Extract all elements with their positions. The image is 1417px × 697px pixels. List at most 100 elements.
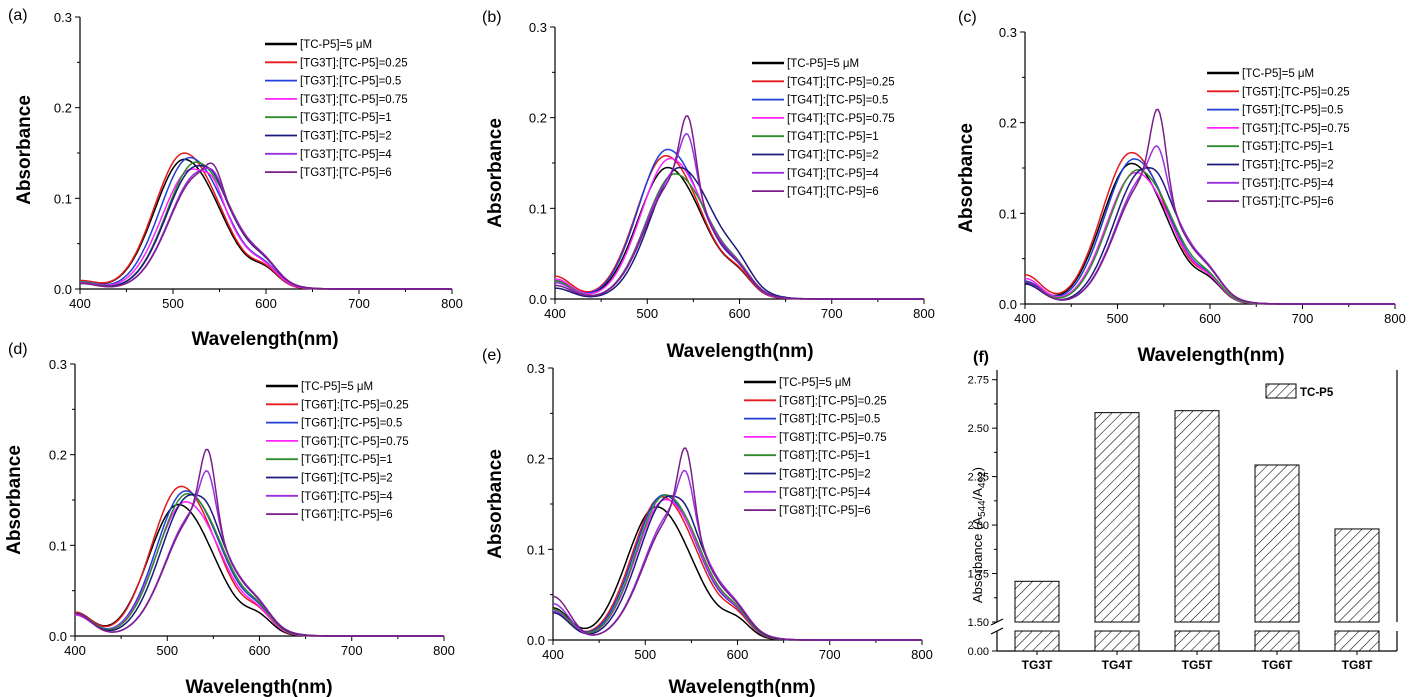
series-line-7: [80, 167, 452, 290]
bar-lower-tg8t: [1334, 630, 1380, 652]
y-tick-label: 0.1: [999, 206, 1017, 221]
y-tick-label: 0.1: [49, 538, 67, 553]
legend-entry: [TG4T]:[TC-P5]=1: [787, 131, 879, 143]
legend-swatch: [1265, 383, 1297, 399]
legend-entry: [TG8T]:[TC-P5]=2: [779, 469, 871, 481]
series-line-5: [80, 161, 452, 290]
x-tick-label: 400: [69, 296, 91, 311]
bar-tg5t: [1174, 410, 1220, 623]
legend-entry: [TC-P5]=5 μM: [1242, 68, 1314, 80]
legend-entry: [TG6T]:[TC-P5]=4: [301, 491, 393, 503]
legend-entry: [TG8T]:[TC-P5]=0.25: [779, 395, 887, 407]
y-tick-label: 2.50: [968, 423, 989, 435]
series-line-5: [1024, 169, 1395, 305]
series-line-8: [554, 115, 924, 300]
y-axis-title-subscript: 492: [977, 471, 988, 488]
bar-lower-tg6t: [1254, 630, 1300, 652]
y-tick-label: 0.0: [54, 282, 72, 297]
panel-label: (c): [958, 9, 977, 26]
y-tick-label: 0.0: [49, 629, 67, 644]
y-tick-label: 0.3: [527, 361, 545, 376]
legend-entry: [TG8T]:[TC-P5]=6: [779, 505, 871, 517]
legend-entry: [TG6T]:[TC-P5]=0.5: [301, 418, 402, 430]
category-label: TG5T: [1182, 658, 1213, 672]
legend-entry: [TG4T]:[TC-P5]=0.5: [787, 95, 888, 107]
x-tick-label: 400: [64, 643, 86, 658]
y-axis-title-subscript: 544: [977, 500, 988, 517]
legend-entry: [TG8T]:[TC-P5]=0.75: [779, 432, 887, 444]
legend: [TC-P5]=5 μM [TG3T]:[TC-P5]=0.25 [TG3T]:[T…: [265, 39, 408, 179]
y-tick-label: 0.3: [49, 357, 67, 372]
bar-tg3t: [1014, 580, 1060, 623]
y-tick-label: 0.3: [999, 25, 1017, 40]
x-tick-label: 600: [1199, 311, 1221, 326]
series-line-8: [79, 162, 452, 290]
legend-entry: [TG4T]:[TC-P5]=0.25: [787, 76, 895, 88]
y-tick-label: 0.2: [527, 452, 545, 467]
series-line-8: [74, 448, 444, 637]
legend-entry: [TG8T]:[TC-P5]=1: [779, 450, 871, 462]
legend-entry: [TG3T]:[TC-P5]=0.75: [300, 94, 408, 106]
bar-tg6t: [1254, 464, 1300, 623]
x-tick-label: 800: [911, 647, 933, 662]
x-tick-label: 800: [1384, 311, 1406, 326]
y-tick-label: 0.3: [529, 20, 547, 35]
y-tick-label: 1.50: [968, 617, 989, 629]
y-tick-label: 0.3: [54, 10, 72, 25]
series-line-8: [552, 447, 922, 641]
y-axis-title: Absorbance: [14, 95, 35, 205]
legend-entry: [TG6T]:[TC-P5]=6: [301, 509, 393, 521]
x-tick-label: 800: [913, 306, 935, 321]
panel-label: (e): [482, 347, 502, 364]
y-axis-title: Absorbance: [956, 123, 977, 233]
x-tick-label: 500: [634, 647, 656, 662]
x-tick-label: 500: [162, 296, 184, 311]
y-axis-title-part: Absorbance (A: [970, 517, 985, 603]
legend-entry: [TG5T]:[TC-P5]=0.25: [1242, 86, 1350, 98]
y-tick-label: 0.1: [54, 191, 72, 206]
panel-label: (a): [8, 7, 28, 24]
panel-label: (b): [482, 9, 502, 26]
legend: [TC-P5]=5 μM [TG4T]:[TC-P5]=0.25 [TG4T]:[T…: [752, 58, 895, 198]
axis-break-mark: [990, 627, 1004, 635]
y-axis-title: Absorbance: [485, 449, 506, 559]
legend-entry: [TG6T]:[TC-P5]=0.75: [301, 436, 409, 448]
category-label: TG6T: [1262, 658, 1293, 672]
x-tick-label: 800: [433, 643, 455, 658]
x-tick-label: 600: [249, 643, 271, 658]
y-tick-label: 0.2: [49, 448, 67, 463]
legend-entry: [TG6T]:[TC-P5]=2: [301, 473, 393, 485]
x-tick-label: 600: [727, 647, 749, 662]
y-tick-label: 2.00: [968, 520, 989, 532]
legend-entry: [TG8T]:[TC-P5]=4: [779, 487, 871, 499]
legend-entry: [TG5T]:[TC-P5]=4: [1242, 178, 1334, 190]
bar-lower-tg3t: [1014, 630, 1060, 652]
series-line-4: [74, 501, 444, 637]
legend-entry: [TG4T]:[TC-P5]=6: [787, 186, 879, 198]
legend-entry: [TC-P5]=5 μM: [301, 381, 373, 393]
legend-entry: [TG5T]:[TC-P5]=2: [1242, 160, 1334, 172]
legend-entry: [TG3T]:[TC-P5]=0.5: [300, 76, 401, 88]
y-tick-label: 0.2: [999, 116, 1017, 131]
legend-entry: [TG4T]:[TC-P5]=0.75: [787, 113, 895, 125]
y-axis-title: Absorbance (A544/A492): [970, 467, 988, 603]
y-tick-label: 0.2: [529, 111, 547, 126]
bar-lower-tg5t: [1174, 630, 1220, 652]
bar-tg4t: [1094, 412, 1140, 623]
y-axis-title-part: /A: [970, 488, 985, 501]
x-tick-label: 500: [636, 306, 658, 321]
legend-entry: [TG3T]:[TC-P5]=0.25: [300, 57, 408, 69]
x-axis-title: Wavelength(nm): [666, 341, 813, 362]
legend-entry: [TG3T]:[TC-P5]=4: [300, 149, 392, 161]
x-tick-label: 500: [156, 643, 178, 658]
y-tick-label: 0.1: [527, 542, 545, 557]
series-line-7: [1024, 145, 1395, 305]
y-tick-label: 0.00: [968, 646, 989, 658]
y-tick-label: 0.0: [527, 633, 545, 648]
legend-entry: [TG5T]:[TC-P5]=6: [1242, 196, 1334, 208]
category-label: TG8T: [1342, 658, 1373, 672]
legend-entry: TC-P5: [1300, 387, 1334, 399]
